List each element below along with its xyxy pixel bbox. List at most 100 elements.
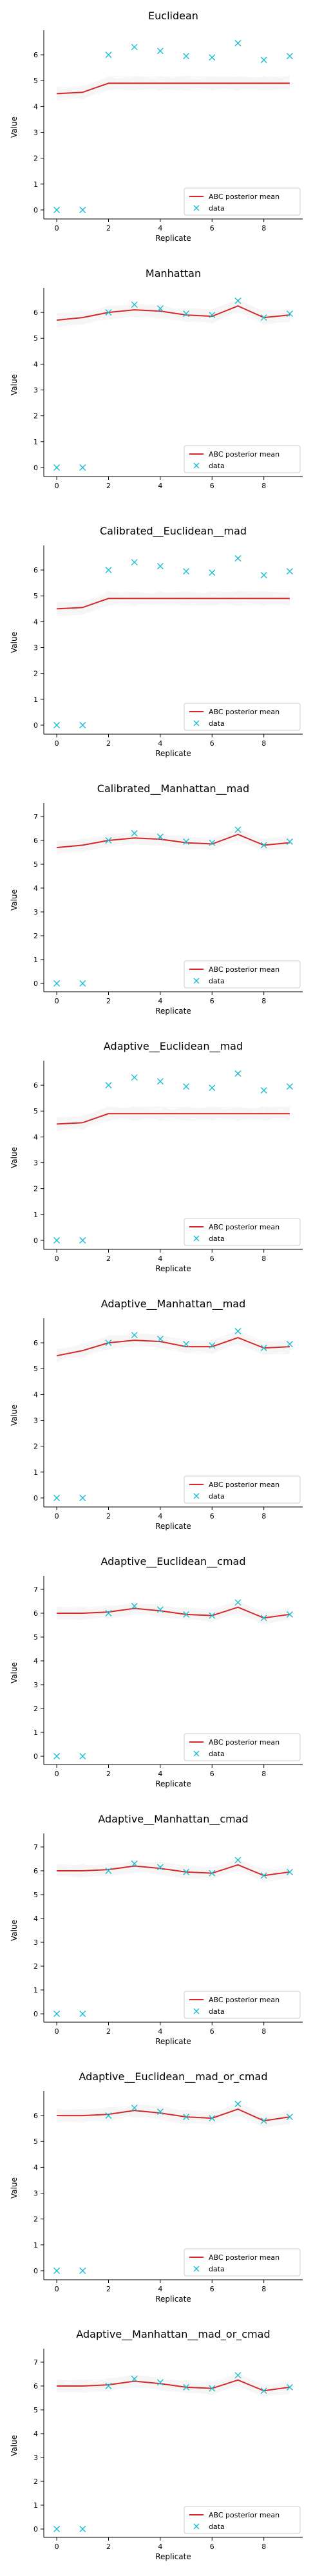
data-point [286,568,293,575]
x-tick-label: 8 [261,1255,266,1263]
data-point-stroke [286,2114,293,2121]
posterior-sample-line [57,308,290,325]
data-point [209,839,216,846]
data-point-stroke [156,48,164,55]
y-tick-label: 6 [33,1609,38,1618]
posterior-sample-line [56,1107,290,1129]
data-point [286,1868,293,1875]
y-tick-label: 0 [33,206,38,214]
posterior-sample-line [57,1106,290,1123]
posterior-sample-line [57,591,290,605]
y-tick-label: 4 [33,1390,38,1399]
data-point-stroke [260,2117,267,2125]
y-tick-label: 5 [33,2137,38,2146]
data-point [53,1494,61,1501]
y-tick-label: 1 [33,956,38,964]
data-point [131,1332,138,1339]
data-point-stroke [105,2112,112,2119]
posterior-sample-line [56,299,290,328]
y-tick-label: 3 [33,386,38,395]
y-axis-label: Value [10,1920,19,1941]
posterior-sample-line [56,831,290,850]
posterior-sample-line [57,1865,290,1881]
y-tick-label: 1 [33,1468,38,1477]
data-point [79,980,86,987]
y-tick-label: 6 [33,1867,38,1875]
data-point-stroke [53,2011,61,2018]
posterior-sample-line [57,76,290,95]
x-tick-label: 2 [106,1512,111,1520]
posterior-sample-line [57,77,290,95]
y-axis-label: Value [10,374,19,395]
data-point [156,1078,164,1085]
posterior-sample-line [57,594,290,606]
data-point-stroke [209,1870,216,1877]
data-point [260,1872,267,1879]
posterior-sample-line [57,1607,290,1622]
posterior-samples [56,1106,290,1132]
data-point [260,2387,267,2394]
posterior-sample-line [57,834,290,848]
posterior-sample-line [56,1860,290,1880]
legend: ABC posterior mean data [184,445,301,473]
legend-label-posterior-mean: ABC posterior mean [209,965,279,974]
x-tick-label: 8 [261,2543,266,2551]
data-point [53,464,61,471]
legend: ABC posterior mean data [184,1475,301,1504]
x-tick-label: 4 [158,997,162,1005]
data-point [79,2526,86,2533]
data-point-stroke [286,838,293,845]
y-tick-label: 3 [33,1159,38,1168]
data-point-stroke [209,839,216,846]
data-point [260,572,267,579]
y-tick-label: 0 [33,464,38,472]
y-tick-label: 4 [33,1133,38,1141]
posterior-samples [56,591,290,616]
posterior-sample-line [57,1859,290,1873]
posterior-sample-line [57,598,290,616]
x-axis-label: Replicate [155,2552,191,2561]
data-point [260,1615,267,1622]
x-tick-label: 2 [106,997,111,1005]
posterior-sample-line [56,1334,290,1356]
posterior-sample-line [56,2380,290,2394]
posterior-sample-line [57,1334,290,1354]
data-point [79,1236,86,1244]
y-tick-label: 4 [33,102,38,111]
posterior-sample-line [56,78,290,95]
posterior-sample-line [57,1106,290,1121]
posterior-sample-line [56,1334,290,1363]
data-point-stroke [234,1599,242,1606]
data-point [131,2375,138,2382]
posterior-sample-line [56,76,290,97]
posterior-sample-line [56,1106,290,1130]
data-point [105,1609,112,1616]
legend-swatch-data [193,2266,200,2272]
x-axis-label: Replicate [155,1522,191,1531]
data-point-stroke [260,57,267,64]
posterior-sample-line [56,832,290,855]
legend: ABC posterior mean data [184,960,301,989]
data-point [105,1867,112,1874]
legend: ABC posterior mean data [184,2248,301,2277]
y-tick-label: 4 [33,2163,38,2172]
posterior-sample-line [56,1108,290,1129]
posterior-sample-line [57,79,290,91]
legend-box [184,703,301,731]
data-point-stroke [183,1611,190,1618]
posterior-sample-line [56,1604,290,1620]
posterior-sample-line [57,828,290,850]
posterior-sample-line [57,831,290,849]
posterior-sample-line [57,2374,290,2391]
data-point-stroke [209,54,216,61]
data-point [156,2379,164,2386]
data-point-stroke [260,314,267,321]
posterior-sample-line [56,302,290,323]
legend-label-posterior-mean: ABC posterior mean [209,1738,279,1747]
data-point-stroke [79,980,86,987]
posterior-sample-line [57,591,290,609]
data-point-stroke [53,464,61,471]
posterior-sample-line [57,77,290,95]
data-point [131,1602,138,1609]
data-point [105,1340,112,1347]
